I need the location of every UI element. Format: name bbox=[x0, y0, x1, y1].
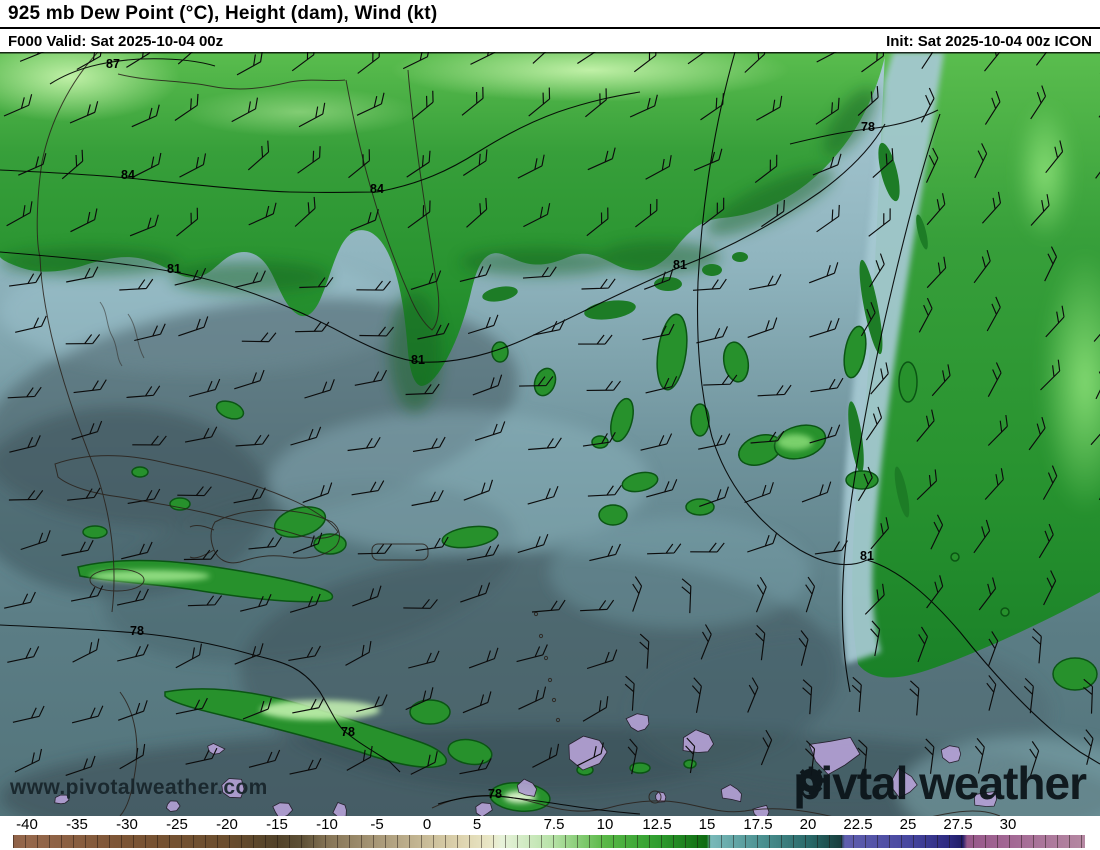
header: 925 mb Dew Point (°C), Height (dam), Win… bbox=[0, 0, 1100, 52]
init-time-label: Init: Sat 2025-10-04 00z ICON bbox=[886, 33, 1092, 50]
moist-blob-highlights bbox=[90, 434, 813, 803]
bright-top-mid bbox=[390, 52, 790, 102]
height-contour-label: 81 bbox=[673, 258, 687, 272]
colorbar-tick: -5 bbox=[370, 816, 384, 833]
height-contour-label: 78 bbox=[130, 624, 144, 638]
colorbar-tick: -15 bbox=[266, 816, 288, 833]
colorbar-tick: 0 bbox=[422, 816, 432, 833]
colorbar-gradient bbox=[13, 835, 1085, 848]
height-contour-label: 84 bbox=[370, 182, 384, 196]
colorbar-tick: -40 bbox=[16, 816, 38, 833]
height-contour-label: 78 bbox=[488, 787, 502, 801]
dry-channel bbox=[841, 52, 944, 664]
bright-top-left bbox=[0, 52, 180, 122]
colorbar-tick: 5 bbox=[472, 816, 482, 833]
purple-dewpoint-patches bbox=[54, 713, 998, 816]
height-contour-label: 84 bbox=[121, 168, 135, 182]
page-title: 925 mb Dew Point (°C), Height (dam), Win… bbox=[8, 3, 438, 24]
colorbar-tick: 15 bbox=[698, 816, 716, 833]
channel-moist-streaks bbox=[848, 142, 928, 518]
colorbar-tick: 17.5 bbox=[743, 816, 773, 833]
height-contour-label: 81 bbox=[167, 262, 181, 276]
height-contour-label: 81 bbox=[411, 353, 425, 367]
colorbar-tick: 10 bbox=[596, 816, 614, 833]
colorbar-tick: 30 bbox=[999, 816, 1017, 833]
height-contour-label: 81 bbox=[860, 549, 874, 563]
height-contour-labels: 87 84 84 81 81 81 78 81 78 78 78 bbox=[106, 57, 875, 801]
dewpoint-map-canvas: 87 84 84 81 81 81 78 81 78 78 78 bbox=[0, 52, 1100, 816]
colorbar-tick: -30 bbox=[116, 816, 138, 833]
pivotal-weather-logo: piv tal weather bbox=[793, 756, 1087, 810]
valid-time-label: F000 Valid: Sat 2025-10-04 00z bbox=[8, 33, 224, 50]
colorbar-tick: -35 bbox=[66, 816, 88, 833]
bright-top-mid2 bbox=[180, 87, 420, 137]
colorbar-tick: 22.5 bbox=[843, 816, 873, 833]
map-top-edge bbox=[0, 52, 1100, 54]
colorbar-tick: -25 bbox=[166, 816, 188, 833]
colorbar-tick: 25 bbox=[899, 816, 917, 833]
dewpoint-colorbar: -40 -35 -30 -25 -20 -15 -10 -5 0 5 7.5 1… bbox=[0, 816, 1100, 850]
colorbar-tick: 27.5 bbox=[943, 816, 973, 833]
watermark: www.pivotalweather.com bbox=[10, 776, 268, 799]
header-divider bbox=[0, 27, 1100, 29]
height-contour-label: 78 bbox=[861, 120, 875, 134]
colorbar-ticks: -40 -35 -30 -25 -20 -15 -10 -5 0 5 7.5 1… bbox=[0, 816, 1100, 834]
colorbar-tick: -20 bbox=[216, 816, 238, 833]
height-contour-label: 78 bbox=[341, 725, 355, 739]
colorbar-tick: 20 bbox=[799, 816, 817, 833]
weather-map: 87 84 84 81 81 81 78 81 78 78 78 www.piv… bbox=[0, 52, 1100, 816]
bright-band-east bbox=[1040, 252, 1100, 512]
moist-mass-dark-fringe bbox=[0, 87, 877, 412]
gear-icon bbox=[797, 766, 826, 795]
height-contour-label: 87 bbox=[106, 57, 120, 71]
colorbar-tick: 7.5 bbox=[543, 816, 565, 833]
logo-text-right: tal weather bbox=[856, 757, 1087, 809]
bright-band-east2 bbox=[1015, 102, 1075, 242]
colorbar-tick: 12.5 bbox=[642, 816, 672, 833]
gulf-southeast-moist-mass bbox=[0, 52, 886, 386]
colorbar-tick: -10 bbox=[316, 816, 338, 833]
